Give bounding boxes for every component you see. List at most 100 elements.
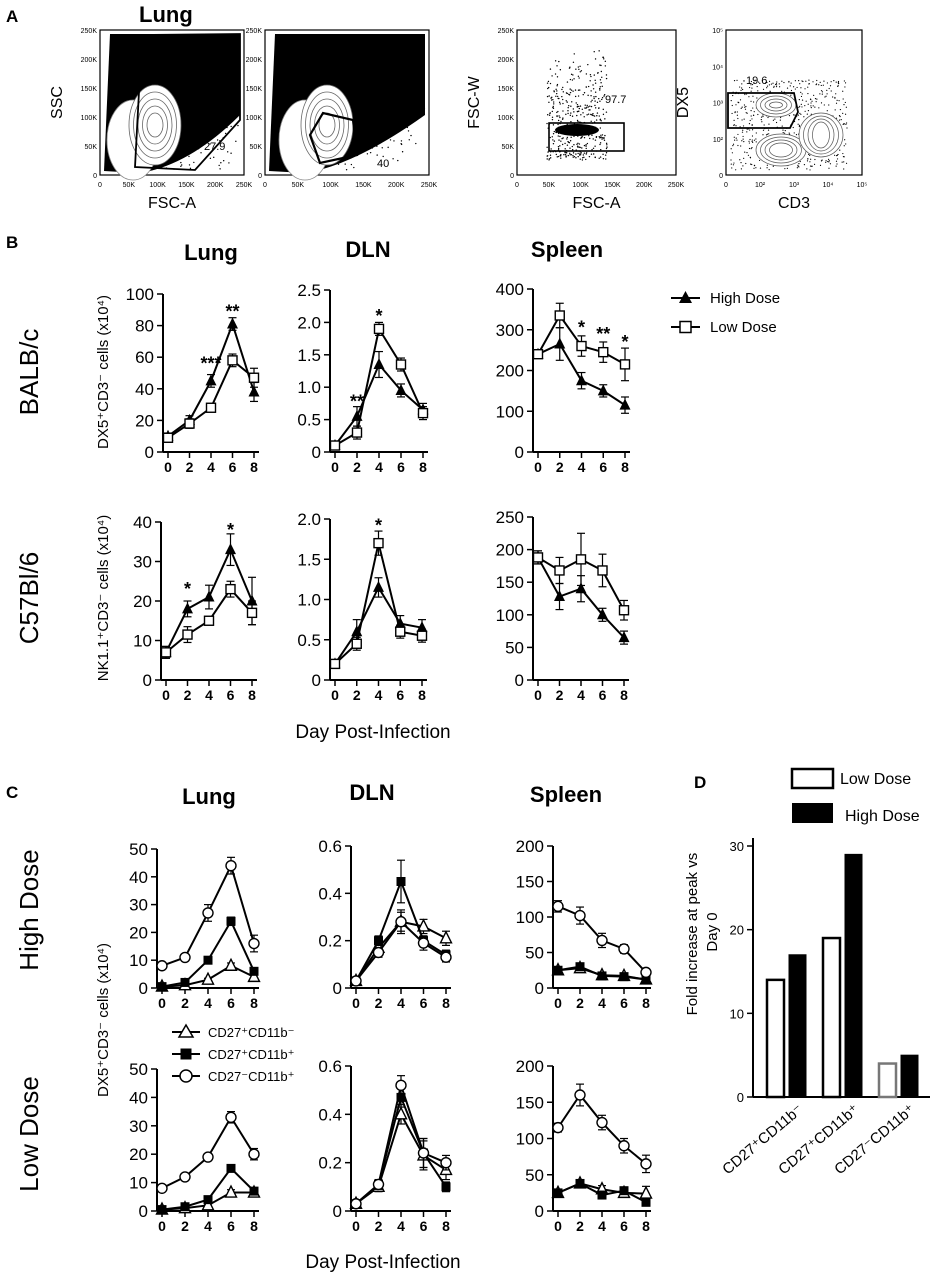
event-dot (573, 155, 576, 158)
y-tick-label: 0 (515, 443, 524, 462)
x-tick-label: 6 (227, 1218, 235, 1234)
event-dot (576, 114, 578, 117)
event-dot (810, 102, 812, 104)
event-dot (748, 96, 750, 98)
event-dot (399, 126, 401, 128)
event-dot (403, 122, 405, 124)
event-dot (592, 138, 594, 140)
event-dot (828, 158, 830, 160)
data-point (160, 647, 172, 658)
event-dot (574, 89, 577, 91)
event-dot (189, 97, 191, 100)
significance-annotation: ** (350, 391, 364, 411)
event-dot (558, 139, 560, 141)
line-chart-b_dln_balbc: 00.51.01.52.02.50 2 4 6 8*** (297, 281, 429, 475)
event-dot (361, 126, 364, 128)
x-tick-label: 10² (755, 182, 766, 189)
event-dot (835, 102, 838, 104)
event-dot (193, 111, 195, 114)
event-dot (751, 140, 753, 143)
y-tick-label: 30 (133, 553, 152, 572)
y-tick-label: 10 (133, 632, 152, 651)
event-dot (593, 97, 595, 100)
x-tick-label: 0 (554, 1218, 562, 1234)
event-dot (599, 100, 601, 102)
event-dot (571, 79, 574, 81)
event-dot (579, 153, 581, 155)
data-point (396, 1092, 406, 1102)
event-dot (844, 86, 846, 88)
legend-swatch-low-dose (790, 767, 835, 790)
data-point (162, 432, 174, 443)
event-dot (751, 129, 754, 131)
event-dot (366, 137, 369, 139)
event-dot (595, 95, 597, 98)
event-dot (788, 114, 791, 117)
event-dot (214, 105, 216, 108)
y-tick-label: 0.5 (297, 411, 321, 430)
event-dot (366, 86, 369, 89)
event-dot (589, 109, 591, 111)
event-dot (599, 118, 602, 120)
data-point (373, 580, 384, 592)
event-dot (752, 107, 754, 109)
data-point (553, 1188, 563, 1198)
event-dot (773, 86, 775, 88)
data-point (597, 971, 607, 981)
event-dot (804, 105, 806, 107)
event-dot (832, 96, 834, 98)
data-point (554, 565, 565, 576)
event-dot (591, 99, 593, 102)
panel-c-col-title-spleen: Spleen (530, 782, 602, 807)
event-dot (395, 99, 397, 101)
y-tick-label: 40 (129, 868, 148, 887)
event-dot (192, 131, 195, 133)
event-dot (579, 105, 582, 107)
event-dot (598, 136, 600, 138)
event-dot (751, 83, 754, 86)
event-dot (594, 58, 597, 60)
y-tick-label: 40 (135, 380, 154, 399)
event-dot (757, 90, 759, 92)
y-tick-label: 2.0 (297, 313, 321, 332)
x-tick-label: 2 (181, 995, 189, 1011)
y-tick-label: 0.6 (318, 837, 342, 856)
event-dot (580, 152, 582, 154)
event-dot (592, 88, 595, 90)
y-tick-label: 50 (129, 840, 148, 859)
event-dot (732, 94, 734, 97)
event-dot (583, 116, 585, 118)
event-dot (751, 163, 753, 166)
event-dot (557, 110, 559, 113)
data-point (618, 1140, 630, 1152)
event-dot (828, 167, 830, 169)
event-dot (820, 102, 823, 104)
data-point (554, 310, 565, 321)
data-point (203, 955, 213, 965)
event-dot (776, 84, 778, 86)
event-dot (594, 139, 597, 141)
event-dot (546, 122, 548, 125)
event-dot (600, 70, 603, 73)
x-tick-label: 4 (204, 1218, 212, 1234)
event-dot (591, 114, 594, 116)
event-dot (181, 88, 183, 90)
event-dot (406, 126, 409, 129)
event-dot (558, 115, 560, 117)
event-dot (585, 147, 587, 150)
data-point (618, 631, 630, 643)
event-dot (410, 134, 412, 137)
legend-marker-square-filled (180, 1048, 192, 1060)
event-dot (585, 158, 587, 161)
event-dot (776, 81, 778, 83)
event-dot (798, 124, 801, 127)
event-dot (191, 86, 193, 88)
event-dot (183, 73, 185, 76)
data-point (373, 323, 385, 335)
legend-item-high-dose: High Dose (671, 290, 780, 307)
data-point (553, 965, 563, 975)
event-dot (751, 139, 753, 141)
event-dot (760, 116, 763, 118)
series-line (355, 1111, 447, 1205)
event-dot (839, 149, 841, 151)
